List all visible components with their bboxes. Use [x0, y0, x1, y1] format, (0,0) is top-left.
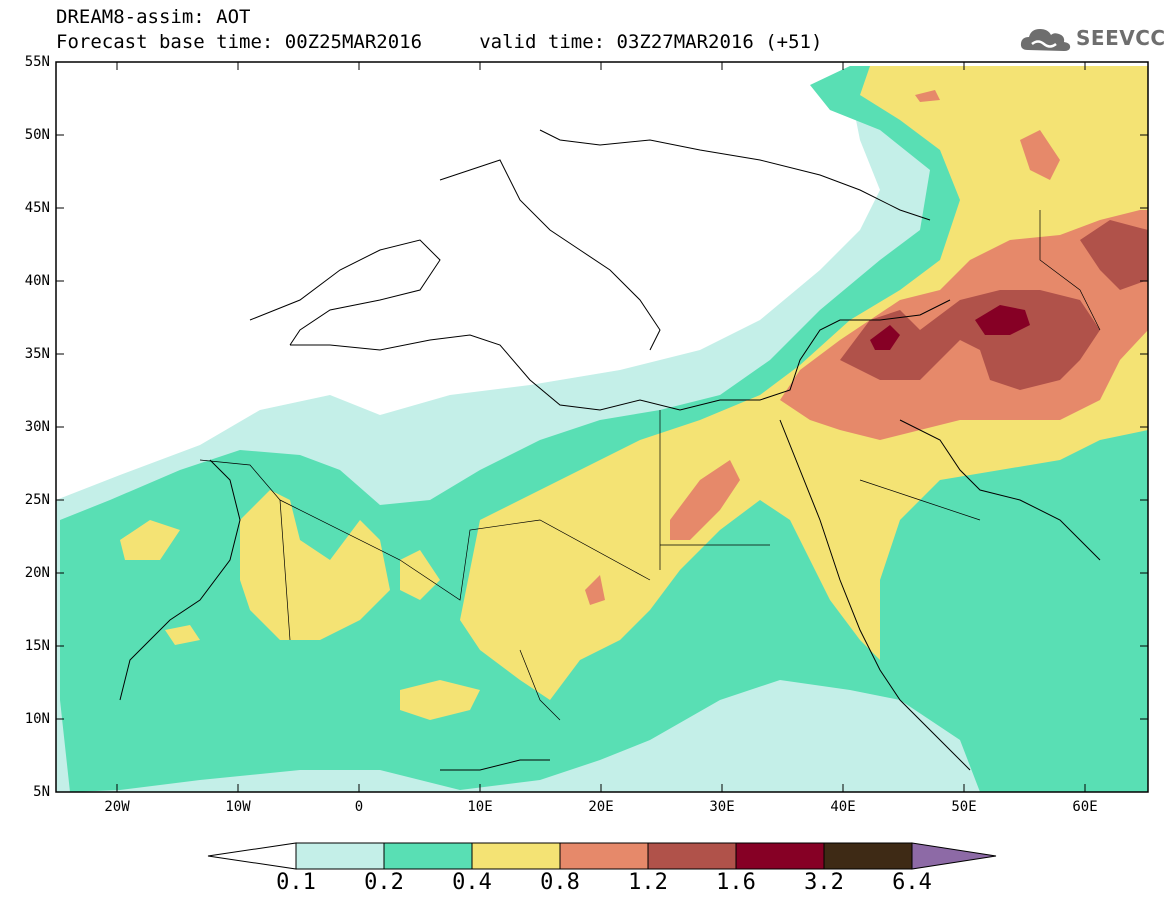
colorbar	[207, 842, 997, 870]
lon-ticks	[116, 62, 1086, 792]
aot-band-1.2	[840, 220, 1148, 390]
country-borders	[199, 210, 1101, 721]
lon-label-0: 0	[354, 799, 364, 815]
lat-label-35n: 35N	[24, 346, 50, 362]
aot-contours	[56, 66, 1148, 792]
lat-label-40n: 40N	[24, 273, 50, 289]
lat-label-20n: 20N	[24, 565, 50, 581]
lon-label-60e: 60E	[1072, 799, 1098, 815]
lat-label-45n: 45N	[24, 200, 50, 216]
colorbar-label-1.2: 1.2	[628, 870, 668, 895]
colorbar-label-0.2: 0.2	[364, 870, 404, 895]
lon-label-20e: 20E	[588, 799, 614, 815]
colorbar-swatch-0.8	[559, 842, 649, 870]
colorbar-swatch-1.2	[647, 842, 737, 870]
colorbar-swatch-3.2	[823, 842, 913, 870]
lon-label-40e: 40E	[830, 799, 856, 815]
colorbar-swatch-0.2	[383, 842, 473, 870]
lat-label-50n: 50N	[24, 127, 50, 143]
lat-label-25n: 25N	[24, 492, 50, 508]
colorbar-swatch-1.6	[735, 842, 825, 870]
colorbar-label-0.1: 0.1	[276, 870, 316, 895]
lon-label-10w: 10W	[225, 799, 251, 815]
aot-band-1.6	[870, 305, 1030, 350]
coastlines	[119, 129, 1101, 771]
colorbar-label-1.6: 1.6	[716, 870, 756, 895]
forecast-times: Forecast base time: 00Z25MAR2016 valid t…	[56, 31, 823, 53]
aot-band-0.4-west	[120, 490, 480, 720]
map-title: DREAM8-assim: AOT	[56, 6, 251, 28]
lon-label-50e: 50E	[951, 799, 977, 815]
seevccc-logo: SEEVCCC	[1018, 20, 1165, 58]
lon-label-10e: 10E	[467, 799, 493, 815]
colorbar-swatch-0.1	[295, 842, 385, 870]
lat-label-30n: 30N	[24, 419, 50, 435]
lat-ticks	[56, 61, 1148, 793]
lat-label-15n: 15N	[24, 638, 50, 654]
colorbar-over-arrow	[911, 842, 997, 870]
lat-label-55n: 55N	[24, 54, 50, 70]
colorbar-swatch-0.4	[471, 842, 561, 870]
lat-label-5n: 5N	[33, 784, 50, 800]
logo-text: SEEVCCC	[1076, 26, 1165, 50]
colorbar-label-3.2: 3.2	[804, 870, 844, 895]
lat-label-10n: 10N	[24, 711, 50, 727]
colorbar-under-arrow	[207, 842, 297, 870]
cloud-icon	[1020, 29, 1071, 51]
lon-label-20w: 20W	[104, 799, 130, 815]
lon-label-30e: 30E	[709, 799, 735, 815]
colorbar-label-6.4: 6.4	[892, 870, 932, 895]
colorbar-label-0.8: 0.8	[540, 870, 580, 895]
colorbar-label-0.4: 0.4	[452, 870, 492, 895]
